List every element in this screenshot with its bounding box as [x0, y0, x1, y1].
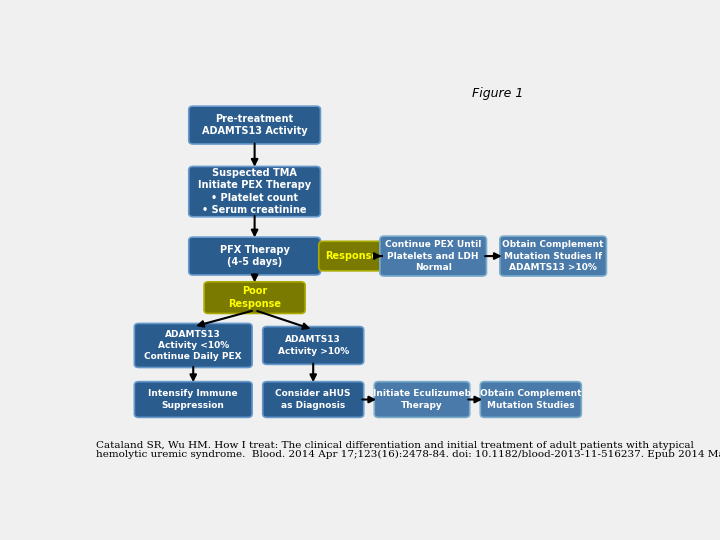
FancyBboxPatch shape — [319, 241, 384, 271]
Text: ADAMTS13
Activity >10%: ADAMTS13 Activity >10% — [278, 335, 348, 355]
Text: Poor
Response: Poor Response — [228, 286, 281, 309]
FancyBboxPatch shape — [380, 236, 487, 276]
Text: Figure 1: Figure 1 — [472, 87, 523, 100]
FancyBboxPatch shape — [500, 236, 606, 276]
Text: Intensify Immune
Suppression: Intensify Immune Suppression — [148, 389, 238, 409]
FancyBboxPatch shape — [204, 282, 305, 313]
Text: ADAMTS13
Activity <10%
Continue Daily PEX: ADAMTS13 Activity <10% Continue Daily PE… — [145, 330, 242, 361]
FancyBboxPatch shape — [263, 327, 364, 364]
FancyBboxPatch shape — [263, 382, 364, 417]
FancyBboxPatch shape — [189, 237, 320, 275]
Text: Response: Response — [325, 251, 378, 261]
Text: Consider aHUS
as Diagnosis: Consider aHUS as Diagnosis — [276, 389, 351, 409]
Text: Continue PEX Until
Platelets and LDH
Normal: Continue PEX Until Platelets and LDH Nor… — [385, 240, 482, 272]
FancyBboxPatch shape — [374, 382, 469, 417]
Text: Suspected TMA
Initiate PEX Therapy
• Platelet count
• Serum creatinine: Suspected TMA Initiate PEX Therapy • Pla… — [198, 168, 311, 215]
Text: Cataland SR, Wu HM. How I treat: The clinical differentiation and initial treatm: Cataland SR, Wu HM. How I treat: The cli… — [96, 441, 693, 450]
Text: Obtain Complement
Mutation Studies If
ADAMTS13 >10%: Obtain Complement Mutation Studies If AD… — [503, 240, 604, 272]
FancyBboxPatch shape — [135, 323, 252, 368]
FancyBboxPatch shape — [189, 106, 320, 144]
Text: Initiate Eculizumeb
Therapy: Initiate Eculizumeb Therapy — [373, 389, 471, 409]
FancyBboxPatch shape — [135, 382, 252, 417]
FancyBboxPatch shape — [480, 382, 581, 417]
Text: hemolytic uremic syndrome.  Blood. 2014 Apr 17;123(16):2478-84. doi: 10.1182/blo: hemolytic uremic syndrome. Blood. 2014 A… — [96, 450, 720, 460]
Text: Pre-treatment
ADAMTS13 Activity: Pre-treatment ADAMTS13 Activity — [202, 114, 307, 136]
Text: PFX Therapy
(4-5 days): PFX Therapy (4-5 days) — [220, 245, 289, 267]
FancyBboxPatch shape — [189, 166, 320, 217]
Text: Obtain Complement
Mutation Studies: Obtain Complement Mutation Studies — [480, 389, 582, 409]
